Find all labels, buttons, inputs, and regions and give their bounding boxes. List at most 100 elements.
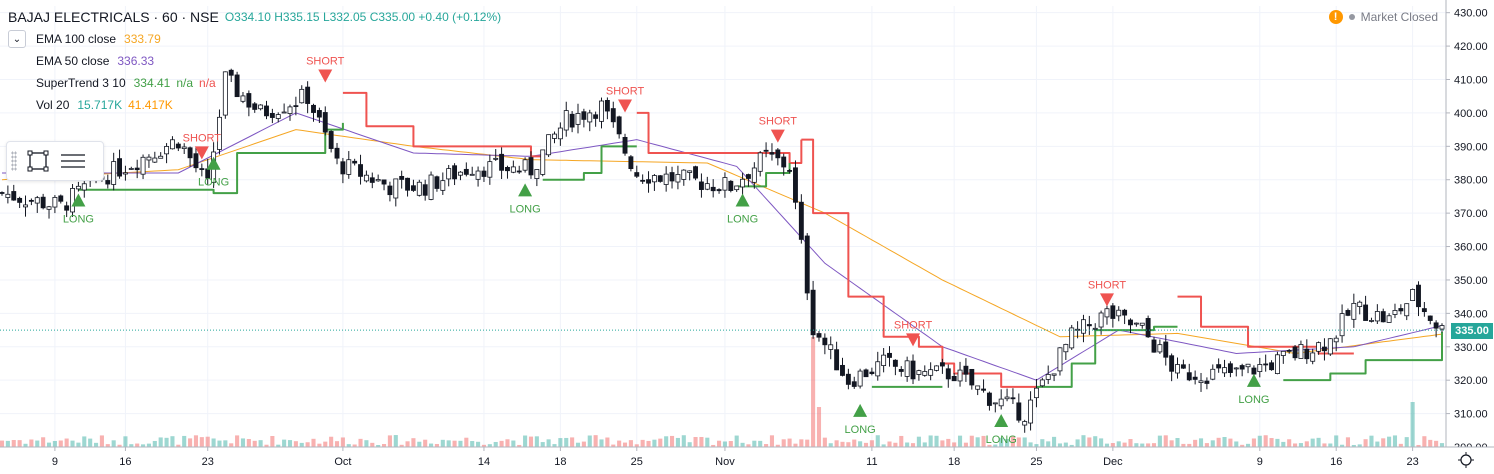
drag-handle-icon[interactable] (11, 151, 17, 171)
volume-bar (70, 440, 75, 447)
candle-body (1280, 350, 1286, 356)
candle-body (281, 111, 287, 114)
candle-body (1139, 322, 1145, 326)
indicator-supertrend[interactable]: SuperTrend 3 10 334.41 n/a n/a (8, 72, 501, 94)
candle-body (0, 192, 5, 194)
time-tick-label: 14 (478, 456, 490, 468)
candle-body (434, 176, 440, 189)
indicator-ema50[interactable]: EMA 50 close 336.33 (8, 50, 501, 72)
volume-bar (358, 438, 363, 447)
indicator-volume[interactable]: Vol 20 15.717K 41.417K (8, 94, 501, 116)
candle-body (552, 133, 557, 139)
volume-bar (1075, 439, 1080, 447)
candle-body (1245, 363, 1251, 368)
candle-body (575, 113, 581, 125)
candle-body (704, 183, 710, 190)
last-price-tag: 335.00 (1451, 323, 1493, 339)
volume-bar (1298, 443, 1303, 447)
volume-bar (611, 444, 616, 447)
candle-body (1304, 348, 1310, 360)
long-signal-marker (206, 156, 221, 170)
volume-bar (1439, 443, 1445, 447)
candle-body (787, 170, 793, 172)
volume-bar (587, 435, 592, 447)
indicator-ema100[interactable]: ⌄ EMA 100 close 333.79 (8, 28, 501, 50)
collapse-chevron-icon[interactable]: ⌄ (8, 30, 26, 48)
candle-body (23, 204, 28, 208)
candle-body (458, 171, 463, 176)
volume-bar (246, 439, 251, 447)
time-tick-label: 11 (866, 456, 877, 468)
candle-body (399, 175, 405, 180)
warning-icon[interactable]: ! (1328, 10, 1343, 24)
short-signal-label: SHORT (1088, 279, 1127, 291)
volume-bar (146, 443, 151, 447)
candle-body (634, 172, 640, 177)
candle-body (1345, 310, 1351, 316)
candle-body (410, 185, 416, 191)
symbol-title[interactable]: BAJAJ ELECTRICALS · 60 · NSE (8, 9, 219, 25)
candle-body (887, 352, 892, 358)
volume-bar (1428, 439, 1433, 447)
candle-body (46, 206, 52, 210)
volume-bar (76, 442, 81, 447)
volume-bar (1081, 435, 1086, 447)
menu-lines-icon[interactable] (59, 150, 87, 172)
candle-body (628, 156, 634, 169)
candle-body (534, 169, 540, 179)
rectangle-tool-icon[interactable] (27, 150, 49, 172)
candle-body (840, 364, 845, 376)
candle-body (199, 168, 205, 170)
candle-body (305, 86, 311, 104)
price-tick-label: 360.00 (1454, 242, 1488, 254)
long-signal-marker (1246, 373, 1261, 387)
volume-bar (1052, 436, 1057, 447)
volume-bar (1398, 443, 1403, 447)
volume-bar (1122, 442, 1127, 447)
candle-body (422, 184, 428, 196)
volume-bar (969, 435, 974, 447)
volume-bar (346, 444, 351, 447)
volume-bar (1040, 439, 1045, 447)
candle-body (675, 174, 681, 183)
volume-bar (940, 440, 945, 447)
volume-bar (493, 441, 498, 447)
volume-bar (1316, 437, 1321, 447)
volume-bar (464, 437, 469, 447)
candle-body (1363, 304, 1369, 321)
candle-body (910, 360, 916, 380)
candle-body (798, 201, 804, 240)
candle-body (334, 147, 340, 159)
volume-bar (734, 435, 739, 447)
candle-body (775, 149, 781, 159)
candle-body (122, 172, 128, 175)
volume-bar (993, 444, 998, 447)
candle-body (1257, 364, 1263, 373)
volume-bar (352, 444, 357, 447)
long-signal-marker (853, 403, 868, 417)
time-tick-label: 25 (1030, 456, 1042, 468)
volume-bar (1322, 443, 1327, 447)
time-tick-label: Dec (1103, 456, 1123, 468)
indicator-label: EMA 50 close (36, 54, 110, 68)
volume-bar (405, 441, 410, 447)
candle-body (369, 177, 375, 183)
price-tick-label: 400.00 (1454, 108, 1488, 120)
candle-body (828, 344, 834, 350)
candle-body (951, 375, 957, 382)
price-tick-label: 380.00 (1454, 175, 1488, 187)
volume-bar (863, 442, 869, 447)
volume-bar (1134, 443, 1139, 447)
volume-bar (1099, 438, 1104, 447)
long-signal-label: LONG (1238, 394, 1269, 406)
candle-body (863, 369, 869, 378)
candle-body (505, 166, 510, 172)
clock-settings-icon[interactable] (1458, 452, 1474, 468)
candle-body (164, 146, 170, 155)
candle-body (1198, 380, 1204, 384)
candle-body (992, 402, 998, 405)
candle-body (1210, 368, 1216, 380)
volume-bar (1146, 443, 1151, 447)
volume-bar (376, 444, 381, 447)
